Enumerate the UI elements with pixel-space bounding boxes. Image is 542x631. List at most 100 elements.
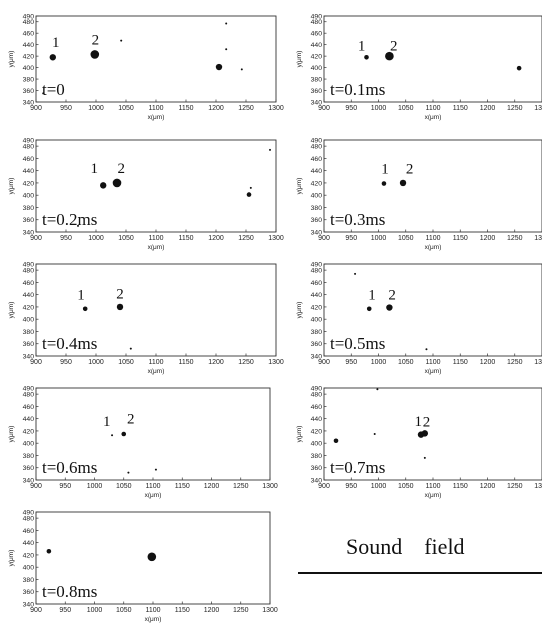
particle-point [49,54,56,61]
x-tick-label: 950 [345,483,357,490]
y-tick-label: 420 [23,304,35,311]
particle-number-label: 2 [406,162,414,178]
y-tick-label: 380 [311,329,323,336]
y-tick-label: 360 [23,589,35,596]
y-axis-label: y(μm) [296,302,303,319]
y-tick-label: 380 [23,577,35,584]
y-tick-label: 440 [23,168,35,175]
y-axis-label: y(μm) [8,426,15,443]
particle-point [333,438,339,444]
y-tick-label: 440 [23,292,35,299]
x-tick-label: 1300 [534,235,542,242]
particle-point [249,186,252,189]
x-tick-label: 1300 [262,483,278,490]
x-tick-label: 1150 [453,105,468,112]
particle-point [77,224,79,227]
y-tick-label: 360 [23,88,35,95]
plot-frame [323,263,542,357]
particle-point [82,306,88,312]
y-tick-label: 340 [23,477,35,484]
x-axis-label: x(μm) [425,492,442,499]
particle-point [240,68,243,71]
x-tick-label: 1250 [507,483,523,490]
x-tick-label: 1200 [480,235,496,242]
particle-number-label: 1 [368,288,376,304]
x-tick-label: 1100 [145,607,160,614]
x-tick-label: 1000 [88,359,104,366]
x-axis-label: x(μm) [145,616,162,623]
x-tick-label: 1000 [371,359,387,366]
particle-point [421,430,429,437]
y-tick-label: 480 [311,268,323,275]
scatter-panel-5: 900 950 1000 1050 1100 1150 1200 1250 1300 340 360… [8,261,284,375]
x-tick-label: 1250 [233,607,249,614]
x-tick-label: 950 [60,235,72,242]
particle-number-label: 1 [90,161,98,177]
y-tick-label: 460 [311,156,323,163]
x-tick-label: 1100 [425,235,440,242]
y-tick-label: 340 [23,229,35,236]
particle-point [376,388,379,391]
x-tick-label: 1000 [87,607,103,614]
x-tick-label: 1250 [507,235,523,242]
x-tick-label: 900 [318,483,330,490]
y-tick-label: 490 [311,385,323,392]
y-axis-label: y(μm) [296,178,303,195]
y-tick-label: 380 [23,329,35,336]
particle-number-label: 2 [127,412,135,428]
y-tick-label: 460 [311,31,323,38]
particle-number-label: 1 [103,414,111,430]
y-tick-label: 490 [23,385,35,392]
y-tick-label: 360 [23,217,35,224]
y-tick-label: 460 [23,404,35,411]
x-tick-label: 1000 [88,105,104,112]
particle-point [90,50,100,59]
particle-point [373,433,376,435]
y-tick-label: 360 [23,341,35,348]
x-tick-label: 950 [60,105,72,112]
time-label: t=0.2ms [42,210,97,229]
plot-frame [323,387,542,481]
y-tick-label: 480 [311,19,323,26]
y-tick-label: 400 [311,193,323,200]
x-tick-label: 1200 [480,105,496,112]
particle-number-label: 2 [117,161,125,177]
particle-number-label: 1 [381,162,389,178]
x-tick-label: 1200 [208,105,224,112]
x-tick-label: 1150 [453,483,468,490]
x-tick-label: 1100 [148,359,163,366]
y-tick-label: 460 [23,528,35,535]
particle-point [246,192,252,197]
y-tick-label: 440 [23,540,35,547]
particle-point [385,51,394,61]
y-tick-label: 420 [311,428,323,435]
x-tick-label: 1050 [116,607,132,614]
y-tick-label: 380 [311,205,323,212]
particle-point [121,431,127,437]
x-axis-label: x(μm) [148,368,165,375]
y-tick-label: 340 [23,601,35,608]
scatter-panel-3: 900 950 1000 1050 1100 1150 1200 1250 1300 340 360… [8,137,284,251]
x-tick-label: 1050 [118,235,134,242]
x-tick-label: 1100 [148,105,163,112]
x-tick-label: 1050 [398,359,414,366]
y-tick-label: 440 [311,42,323,49]
y-tick-label: 360 [23,465,35,472]
particle-point [425,348,428,351]
particle-point [516,65,522,71]
x-tick-label: 900 [30,105,42,112]
x-tick-label: 1200 [204,483,220,490]
x-tick-label: 1150 [178,105,193,112]
x-tick-label: 1300 [268,235,284,242]
y-tick-label: 340 [311,99,323,106]
y-tick-label: 490 [23,13,35,20]
x-tick-label: 950 [59,607,71,614]
y-tick-label: 420 [23,552,35,559]
x-tick-label: 1050 [118,105,134,112]
x-tick-label: 1300 [262,607,278,614]
scatter-panel-6: 900 950 1000 1050 1100 1150 1200 1250 1300 340 360… [296,261,542,375]
y-tick-label: 480 [23,19,35,26]
time-label: t=0.8ms [42,582,97,601]
x-tick-label: 1150 [178,235,193,242]
